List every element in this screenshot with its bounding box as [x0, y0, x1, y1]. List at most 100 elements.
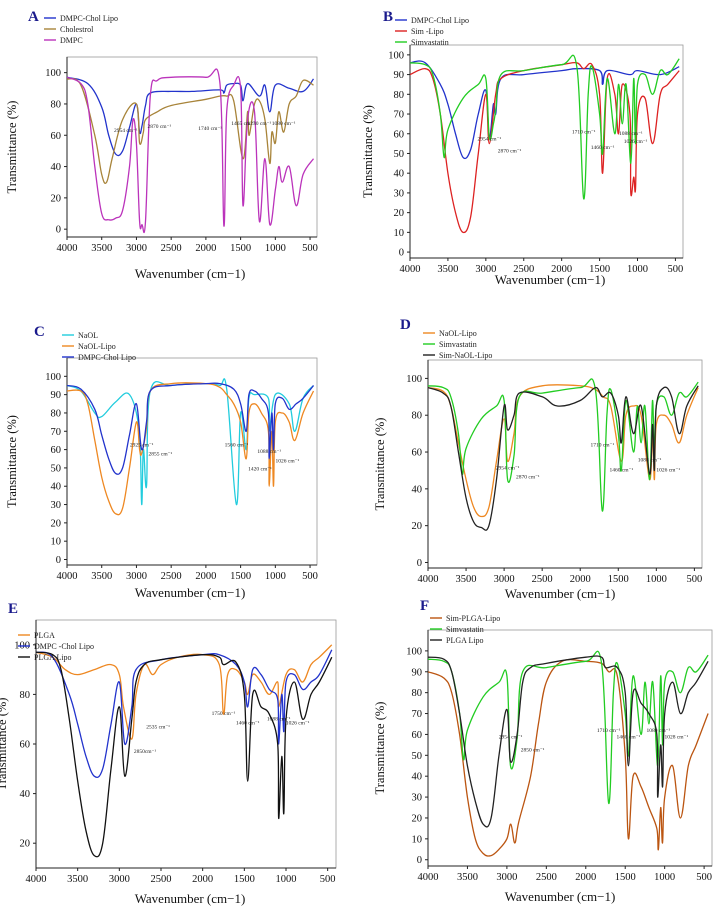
plot-frame [427, 629, 713, 867]
peak-annotation: 2870 cm⁻¹ [147, 124, 171, 130]
plot-frame [409, 44, 684, 259]
x-tick-label: 1000 [646, 574, 667, 585]
legend-entry: DMPC -Chol Lipo [34, 642, 94, 651]
x-tick-label: 2500 [536, 872, 557, 883]
peak-annotation: 1088 cm⁻¹ [267, 716, 291, 722]
x-tick-label: 2000 [575, 872, 596, 883]
y-axis-label: Transmittance (%) [361, 105, 375, 198]
y-tick-label: 40 [394, 169, 405, 180]
y-tick-label: 60 [51, 445, 62, 456]
legend-entry: DMPC [60, 36, 83, 45]
x-tick-label: 1000 [627, 264, 648, 275]
legend-entry: Simvastatin [411, 38, 449, 47]
x-axis-label: Wavenumber (cm−1) [135, 585, 246, 600]
legend-entry: Sim -Lipo [411, 27, 444, 36]
y-tick-label: 90 [394, 70, 405, 81]
y-tick-label: 10 [51, 537, 62, 548]
x-tick-label: 1500 [589, 264, 610, 275]
series-line-2 [67, 382, 315, 475]
series-line-2 [410, 54, 680, 200]
series-line-1 [67, 77, 314, 184]
x-tick-label: 2500 [513, 264, 534, 275]
y-axis-label: Transmittance (%) [5, 101, 19, 194]
peak-annotation: 2954 cm⁻¹ [499, 735, 523, 741]
x-tick-label: 4000 [418, 574, 439, 585]
legend-entry: DMPC-Chol Lipo [60, 14, 118, 23]
x-tick-label: 3500 [67, 874, 88, 885]
legend-entry: PLGA Lipo [446, 636, 484, 645]
y-tick-label: 90 [51, 390, 62, 401]
peak-annotation: 1460 cm⁻¹ [609, 468, 633, 474]
peak-annotation: 1710 cm⁻¹ [590, 443, 614, 449]
x-tick-label: 500 [687, 574, 703, 585]
legend-entry: PLGA [34, 631, 55, 640]
x-tick-label: 3000 [126, 243, 147, 254]
x-axis-label: Wavenumber (cm−1) [495, 272, 606, 287]
panel-b: 4000 3500 3000 2500 2000 1500 1000 500 0 10 20 30 40… [361, 9, 684, 287]
y-tick-label: 0 [417, 855, 422, 866]
y-tick-label: 100 [45, 372, 61, 383]
peak-annotation: 2855 cm⁻¹ [149, 452, 173, 458]
y-tick-label: 100 [406, 646, 422, 657]
series-line-0 [36, 644, 333, 740]
series-line-2 [428, 385, 699, 531]
peak-annotation: 1026 cm⁻¹ [624, 139, 648, 145]
x-tick-label: 1000 [654, 872, 675, 883]
series-line-0 [428, 384, 699, 518]
x-tick-label: 3500 [456, 574, 477, 585]
legend-entry: NaOL [78, 331, 98, 340]
series-line-1 [36, 649, 333, 778]
y-tick-label: 40 [20, 789, 31, 800]
y-tick-label: 10 [394, 228, 405, 239]
y-tick-label: 30 [412, 793, 423, 804]
panel-label: E [8, 601, 18, 617]
y-tick-label: 40 [412, 484, 423, 495]
x-tick-label: 3000 [494, 574, 515, 585]
panel-d: 4000 3500 3000 2500 2000 1500 1000 500 0 20 40 60 80… [373, 317, 703, 601]
series-line-1 [410, 61, 680, 234]
x-tick-label: 1500 [608, 574, 629, 585]
legend-entry: DMPC-Chol Lipo [411, 16, 469, 25]
x-tick-label: 1000 [276, 874, 297, 885]
peak-annotation: 2870 cm⁻¹ [516, 475, 540, 481]
y-tick-label: 30 [51, 500, 62, 511]
x-tick-label: 2500 [161, 571, 182, 582]
peak-annotation: 1026 cm⁻¹ [656, 468, 680, 474]
y-tick-label: 40 [51, 162, 62, 173]
y-tick-label: 80 [412, 688, 423, 699]
y-tick-label: 60 [394, 129, 405, 140]
x-tick-label: 1500 [230, 571, 251, 582]
x-tick-label: 3500 [91, 571, 112, 582]
series-line-1 [67, 382, 315, 516]
x-tick-label: 2500 [161, 243, 182, 254]
x-tick-label: 2000 [551, 264, 572, 275]
y-tick-label: 40 [51, 482, 62, 493]
peak-annotation: 1710 cm⁻¹ [572, 130, 596, 136]
x-tick-label: 1000 [265, 243, 286, 254]
y-tick-label: 80 [51, 408, 62, 419]
panel-c: 4000 3500 3000 2500 2000 1500 1000 500 0 10 20 30 40… [5, 324, 318, 600]
x-tick-label: 2000 [570, 574, 591, 585]
y-tick-label: 80 [51, 99, 62, 110]
peak-annotation: 1460 cm⁻¹ [617, 735, 641, 741]
peak-annotation: 1026 cm⁻¹ [286, 721, 310, 727]
y-tick-label: 60 [412, 730, 423, 741]
peak-annotation: 2850cm⁻¹ [134, 749, 157, 755]
x-tick-label: 3000 [496, 872, 517, 883]
y-tick-label: 20 [412, 521, 423, 532]
panel-e: 4000 3500 3000 2500 2000 1500 1000 500 20 40 60 80 1… [0, 601, 337, 906]
panel-label: D [400, 317, 411, 333]
legend-entry: Sim-NaOL-Lipo [439, 351, 492, 360]
x-tick-label: 500 [696, 872, 712, 883]
x-tick-label: 2500 [151, 874, 172, 885]
y-tick-label: 40 [412, 772, 423, 783]
panel-a: 4000 3500 3000 2500 2000 1500 1000 500 0 20 40 60 80… [5, 9, 318, 281]
peak-annotation: 2954 cm⁻¹ [477, 137, 501, 143]
legend-entry: NaOL-Lipo [439, 329, 477, 338]
peak-annotation: 2954 cm⁻¹ [496, 465, 520, 471]
y-tick-label: 60 [412, 448, 423, 459]
panel-label: F [420, 598, 429, 614]
y-tick-label: 80 [20, 690, 31, 701]
y-tick-label: 30 [394, 188, 405, 199]
